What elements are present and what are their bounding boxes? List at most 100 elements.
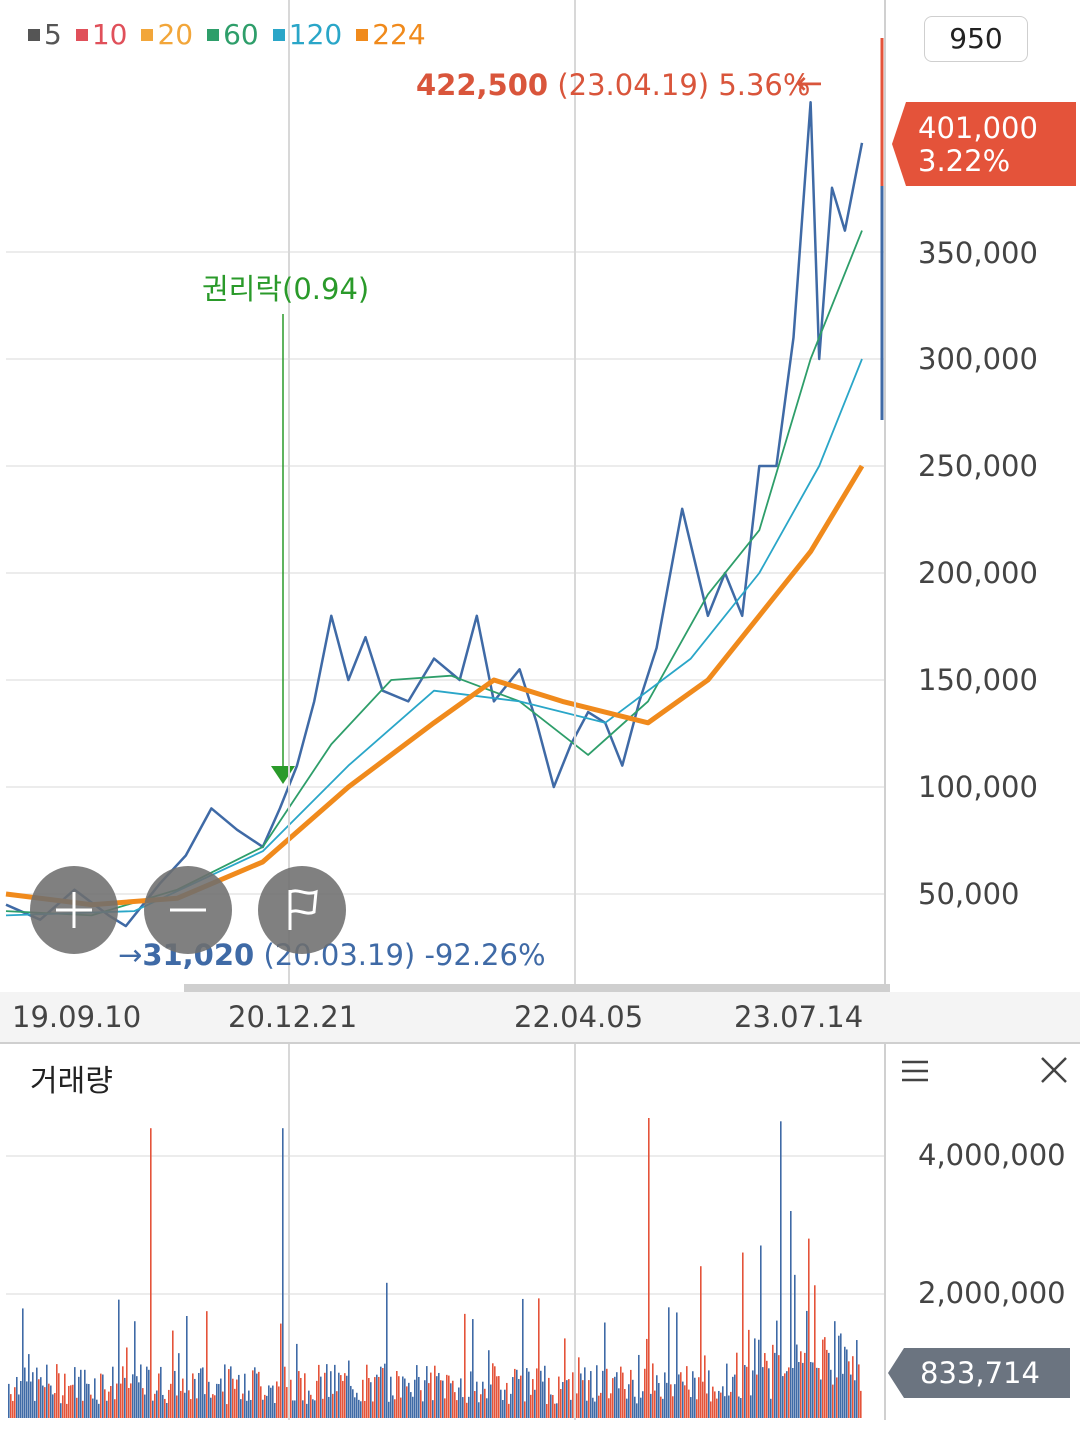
volume-bar xyxy=(844,1346,846,1418)
volume-bar xyxy=(604,1322,606,1418)
volume-bar xyxy=(66,1403,68,1418)
volume-bar xyxy=(740,1398,742,1418)
volume-bar xyxy=(772,1344,774,1418)
volume-bar xyxy=(320,1376,322,1418)
volume-bar xyxy=(296,1343,298,1418)
volume-bar xyxy=(616,1372,618,1418)
volume-bar xyxy=(176,1395,178,1418)
volume-bar xyxy=(216,1383,218,1418)
zoom-in-button[interactable] xyxy=(30,866,118,954)
volume-bar xyxy=(778,1355,780,1418)
menu-icon[interactable] xyxy=(898,1056,932,1086)
volume-bar xyxy=(680,1372,682,1418)
volume-bar xyxy=(114,1399,116,1418)
volume-bar xyxy=(200,1368,202,1418)
ma-legend: 5 10 20 60 120 224 xyxy=(28,18,426,51)
volume-bar xyxy=(432,1400,434,1418)
volume-bar xyxy=(546,1403,548,1418)
high-arrow-icon: ← xyxy=(796,64,823,102)
volume-bar xyxy=(612,1378,614,1418)
volume-bar xyxy=(710,1401,712,1418)
volume-bar xyxy=(256,1373,258,1418)
volume-bar xyxy=(262,1399,264,1418)
volume-bar xyxy=(80,1369,82,1418)
series-line-120 xyxy=(5,358,863,917)
volume-bar xyxy=(484,1388,486,1418)
volume-bar xyxy=(540,1370,542,1418)
volume-bar xyxy=(172,1330,174,1418)
volume-bar xyxy=(550,1394,552,1418)
volume-bar xyxy=(764,1353,766,1418)
close-icon[interactable] xyxy=(1036,1052,1072,1088)
volume-bar xyxy=(782,1376,784,1418)
volume-bar xyxy=(666,1382,668,1418)
volume-bar xyxy=(198,1372,200,1418)
volume-bar xyxy=(732,1376,734,1418)
volume-bar xyxy=(700,1266,702,1418)
volume-bar xyxy=(614,1376,616,1418)
volume-bar xyxy=(708,1370,710,1418)
legend-item-20: 20 xyxy=(141,18,193,51)
volume-bar xyxy=(640,1397,642,1418)
current-price-tag: 401,000 3.22% xyxy=(892,102,1076,186)
volume-bar xyxy=(124,1377,126,1418)
volume-bar xyxy=(658,1383,660,1418)
volume-bar xyxy=(414,1379,416,1418)
volume-bar xyxy=(768,1368,770,1418)
horizontal-scrollbar[interactable] xyxy=(184,984,890,992)
volume-bar xyxy=(142,1388,144,1418)
volume-bar xyxy=(188,1390,190,1418)
volume-bar xyxy=(498,1376,500,1418)
volume-bar xyxy=(714,1391,716,1418)
volume-bar xyxy=(270,1387,272,1418)
volume-bar xyxy=(294,1400,296,1418)
volume-bar xyxy=(154,1393,156,1418)
volume-bar xyxy=(514,1368,516,1418)
plus-icon xyxy=(56,892,92,928)
volume-bar xyxy=(728,1395,730,1418)
volume-bar xyxy=(754,1338,756,1418)
axis-divider xyxy=(884,0,886,992)
volume-bar xyxy=(738,1396,740,1418)
volume-bar xyxy=(208,1381,210,1418)
volume-bar xyxy=(244,1373,246,1418)
volume-bar xyxy=(260,1386,262,1418)
volume-bar xyxy=(292,1400,294,1418)
volume-bar xyxy=(206,1311,208,1418)
volume-bar xyxy=(656,1375,658,1418)
volume-bar xyxy=(506,1382,508,1418)
top-right-value-box[interactable]: 950 xyxy=(924,16,1028,62)
volume-bar xyxy=(76,1397,78,1418)
volume-bar xyxy=(214,1395,216,1418)
volume-bar xyxy=(8,1383,10,1418)
volume-bar xyxy=(156,1390,158,1418)
marker-button[interactable] xyxy=(258,866,346,954)
volume-bar xyxy=(744,1365,746,1418)
volume-bar xyxy=(300,1377,302,1418)
volume-bar xyxy=(522,1298,524,1418)
volume-bar xyxy=(194,1378,196,1418)
volume-bar xyxy=(342,1380,344,1418)
volume-bar xyxy=(180,1390,182,1418)
volume-bar xyxy=(766,1360,768,1418)
volume-bar xyxy=(842,1373,844,1418)
volume-bar xyxy=(800,1351,802,1418)
volume-bar xyxy=(672,1396,674,1418)
zoom-out-button[interactable] xyxy=(144,866,232,954)
volume-bar xyxy=(466,1402,468,1418)
volume-bar xyxy=(150,1128,152,1418)
volume-bar xyxy=(106,1400,108,1418)
volume-bar xyxy=(822,1339,824,1418)
volume-bar xyxy=(392,1395,394,1418)
volume-bar xyxy=(538,1298,540,1418)
volume-bar xyxy=(402,1376,404,1418)
x-axis-band xyxy=(0,992,1080,1044)
volume-bar xyxy=(564,1338,566,1418)
volume-bar xyxy=(132,1374,134,1418)
volume-bar xyxy=(24,1367,26,1418)
volume-bar xyxy=(548,1377,550,1418)
volume-bar xyxy=(464,1313,466,1418)
volume-bar xyxy=(628,1384,630,1418)
volume-bar xyxy=(384,1363,386,1418)
